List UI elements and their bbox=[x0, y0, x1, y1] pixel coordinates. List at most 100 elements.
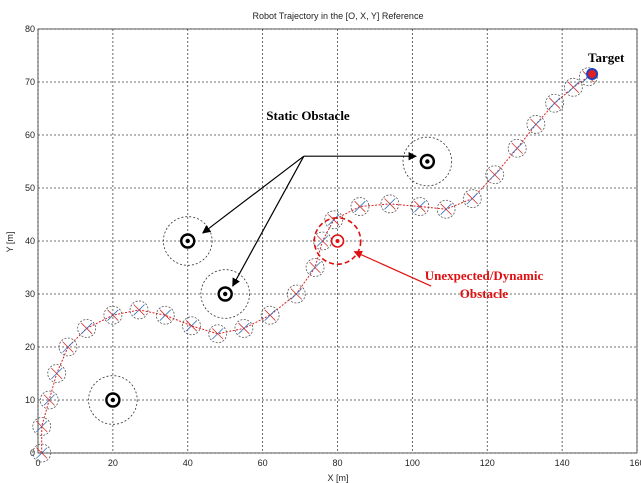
robot-footprint bbox=[380, 194, 400, 214]
static-obstacle bbox=[402, 136, 453, 187]
robot-position bbox=[103, 305, 123, 325]
dynamic-obstacle-label-line1: Unexpected/Dynamic bbox=[425, 268, 544, 283]
obstacle-safety-zone bbox=[88, 375, 138, 425]
robot-position bbox=[32, 443, 52, 463]
robot-footprint bbox=[47, 364, 67, 383]
annotations: Static Obstacle Target Unexpected/Dynami… bbox=[202, 50, 625, 301]
robot-footprint bbox=[208, 324, 228, 344]
y-tick-label: 10 bbox=[25, 395, 35, 405]
robot-heading bbox=[159, 309, 171, 321]
robot-heading bbox=[511, 142, 523, 154]
robot-heading bbox=[51, 367, 63, 380]
robot-position bbox=[462, 189, 482, 208]
robot-footprint bbox=[32, 443, 52, 463]
robot-position bbox=[526, 115, 546, 134]
x-tick-label: 120 bbox=[480, 458, 495, 468]
robot-heading bbox=[316, 235, 329, 247]
robot-heading bbox=[290, 288, 302, 300]
grid bbox=[37, 28, 638, 454]
robot-footprint bbox=[485, 165, 505, 185]
robot-footprint bbox=[436, 199, 456, 219]
x-tick-label: 80 bbox=[332, 458, 342, 468]
robot-heading bbox=[489, 169, 501, 181]
robot-footprint bbox=[129, 300, 149, 320]
static-obstacle-arrow bbox=[232, 155, 305, 287]
chart-title: Robot Trajectory in the [O, X, Y] Refere… bbox=[253, 11, 424, 21]
x-tick-label: 40 bbox=[183, 458, 193, 468]
robot-heading bbox=[548, 97, 561, 109]
robot-footprint bbox=[155, 305, 175, 325]
robot-heading bbox=[36, 420, 48, 433]
obstacle-center bbox=[222, 291, 228, 297]
y-tick-label: 40 bbox=[25, 236, 35, 246]
robot-position bbox=[436, 199, 456, 219]
robot-position bbox=[380, 194, 400, 214]
dynamic-obstacle bbox=[313, 216, 362, 266]
robot-footprint bbox=[350, 197, 370, 216]
robot-footprint bbox=[58, 337, 78, 357]
robot-position bbox=[410, 197, 430, 216]
static-obstacle bbox=[200, 269, 250, 319]
robot-position bbox=[545, 93, 565, 113]
robot-position bbox=[485, 165, 505, 185]
robot-position bbox=[286, 284, 306, 304]
robot-position bbox=[260, 305, 280, 325]
robot-heading bbox=[384, 198, 396, 210]
robot-position bbox=[129, 300, 149, 320]
robot-position bbox=[324, 210, 344, 230]
robot-footprint bbox=[39, 390, 59, 410]
robot-heading bbox=[185, 320, 198, 332]
robot-footprint bbox=[234, 319, 254, 338]
dynamic-obstacle-arrow bbox=[353, 250, 432, 287]
y-tick-label: 80 bbox=[25, 24, 35, 34]
y-tick-label: 20 bbox=[25, 342, 35, 352]
x-tick-label: 140 bbox=[555, 458, 570, 468]
y-tick-label: 50 bbox=[25, 183, 35, 193]
data-layer bbox=[32, 67, 599, 463]
robot-position bbox=[32, 417, 52, 436]
y-tick-label: 70 bbox=[25, 77, 35, 87]
dynamic-obstacle-zone bbox=[313, 216, 362, 266]
robot-heading bbox=[43, 394, 55, 406]
robot-position bbox=[58, 337, 78, 357]
robot-position bbox=[182, 316, 201, 336]
robot-footprint bbox=[305, 258, 325, 277]
x-tick-label: 0 bbox=[35, 458, 40, 468]
robot-heading bbox=[264, 309, 276, 321]
static-obstacle bbox=[163, 216, 213, 266]
robot-heading bbox=[36, 447, 48, 459]
obstacle-center bbox=[185, 238, 190, 244]
tick-labels: 02040608010012014016001020304050607080 bbox=[25, 24, 641, 468]
robot-position bbox=[39, 390, 59, 410]
robot-position bbox=[507, 138, 527, 158]
robot-heading bbox=[62, 341, 74, 353]
robot-position bbox=[234, 319, 254, 338]
robot-position bbox=[305, 258, 325, 277]
robot-footprint bbox=[563, 77, 583, 97]
static-obstacle-label: Static Obstacle bbox=[266, 108, 350, 123]
obstacle-safety-zone bbox=[163, 216, 213, 266]
robot-position bbox=[155, 305, 175, 325]
target-label: Target bbox=[588, 50, 625, 65]
obstacle-safety-zone bbox=[402, 136, 453, 187]
robot-heading bbox=[466, 192, 478, 205]
robot-heading bbox=[80, 322, 93, 335]
robot-footprint bbox=[507, 138, 527, 158]
robot-heading bbox=[238, 322, 250, 335]
robot-footprint bbox=[103, 305, 123, 325]
robot-footprint bbox=[545, 93, 565, 113]
robot-footprint bbox=[286, 284, 306, 304]
robot-position bbox=[208, 324, 228, 344]
robot-position bbox=[563, 77, 583, 97]
robot-footprint bbox=[32, 417, 52, 436]
robot-heading bbox=[133, 304, 145, 316]
x-axis-label: X [m] bbox=[327, 473, 348, 483]
robot-heading bbox=[440, 203, 452, 215]
robot-footprint bbox=[77, 319, 97, 338]
x-tick-label: 20 bbox=[108, 458, 118, 468]
static-obstacle bbox=[88, 375, 138, 425]
robot-footprint bbox=[410, 197, 430, 216]
trajectory-line bbox=[41, 76, 589, 453]
dynamic-obstacle-label-line2: Obstacle bbox=[460, 286, 509, 301]
